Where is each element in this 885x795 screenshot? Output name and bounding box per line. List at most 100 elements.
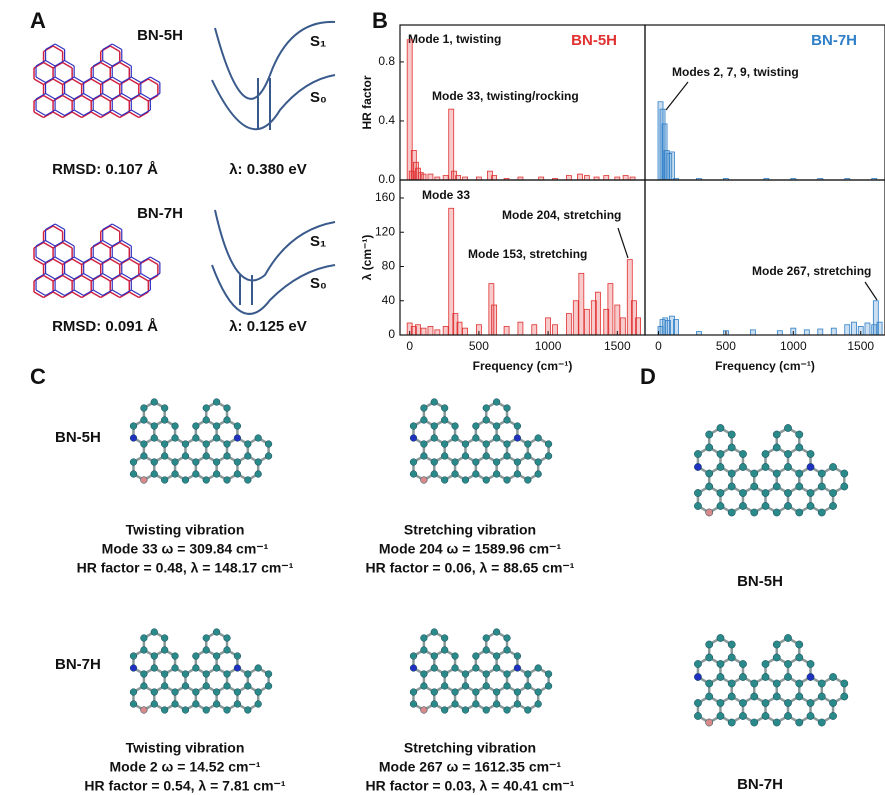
bond — [44, 276, 54, 282]
atom — [739, 502, 746, 509]
bond — [129, 292, 139, 298]
annotation: Mode 204, stretching — [502, 208, 621, 222]
atom — [762, 489, 769, 496]
atom — [151, 665, 158, 672]
atom — [182, 441, 189, 448]
atom — [431, 665, 438, 672]
atom — [514, 459, 521, 466]
atom — [141, 707, 148, 714]
bond — [139, 96, 149, 102]
panel-label: B — [372, 8, 388, 33]
atom — [410, 471, 417, 478]
atom — [739, 489, 746, 496]
atom — [244, 707, 251, 714]
atom — [829, 699, 836, 706]
atom — [784, 660, 791, 667]
atom — [410, 665, 417, 672]
atom — [493, 435, 500, 442]
atom — [431, 423, 438, 430]
x-tick-label: 0 — [406, 339, 413, 353]
atom — [483, 683, 490, 690]
atom — [773, 483, 780, 490]
atom — [493, 665, 500, 672]
atom — [421, 417, 428, 424]
atom — [472, 689, 479, 696]
atom — [130, 471, 137, 478]
atom — [504, 635, 511, 642]
state-label: S₀ — [310, 275, 327, 292]
panel-label: D — [640, 364, 656, 389]
atom — [773, 470, 780, 477]
atom — [807, 450, 814, 457]
atom — [151, 629, 158, 636]
atom — [441, 635, 448, 642]
atom — [483, 707, 490, 714]
bond — [148, 259, 158, 265]
bar — [415, 325, 420, 335]
bond — [63, 276, 73, 282]
atom — [706, 641, 713, 648]
atom — [265, 671, 272, 678]
atom — [829, 463, 836, 470]
atom — [161, 453, 168, 460]
bond — [82, 276, 92, 282]
atom — [244, 671, 251, 678]
atom — [172, 653, 179, 660]
atom — [182, 707, 189, 714]
bar — [421, 174, 426, 180]
atom — [796, 431, 803, 438]
atom — [213, 653, 220, 660]
atom — [410, 435, 417, 442]
bond — [53, 292, 63, 298]
atom — [717, 699, 724, 706]
molecule — [694, 424, 848, 516]
atom — [141, 405, 148, 412]
atom — [255, 459, 262, 466]
atom — [807, 660, 814, 667]
atom — [151, 435, 158, 442]
caption: HR factor = 0.03, λ = 40.41 cm⁻¹ — [366, 778, 575, 794]
atom — [504, 647, 511, 654]
atom — [161, 683, 168, 690]
atom — [192, 665, 199, 672]
atom — [472, 701, 479, 708]
atom — [244, 453, 251, 460]
atom — [172, 701, 179, 708]
atom — [829, 712, 836, 719]
bond — [72, 259, 82, 265]
row-label: BN-7H — [55, 656, 101, 673]
atom — [807, 502, 814, 509]
atom — [717, 502, 724, 509]
atom — [441, 453, 448, 460]
atom — [545, 671, 552, 678]
bar — [804, 330, 809, 335]
atom — [514, 435, 521, 442]
atom — [762, 699, 769, 706]
atom — [762, 502, 769, 509]
bar — [620, 318, 625, 335]
atom — [192, 435, 199, 442]
atom — [151, 471, 158, 478]
bond — [110, 46, 120, 52]
bond — [101, 63, 111, 69]
bond — [72, 292, 82, 298]
atom — [807, 712, 814, 719]
bar — [428, 174, 433, 180]
atom — [151, 423, 158, 430]
atom — [706, 470, 713, 477]
bond — [34, 259, 44, 265]
atom — [421, 477, 428, 484]
bond — [72, 112, 82, 118]
caption: HR factor = 0.54, λ = 7.81 cm⁻¹ — [84, 778, 285, 794]
atom — [739, 673, 746, 680]
bond — [129, 79, 139, 85]
atom — [524, 441, 531, 448]
annotation: Mode 1, twisting — [408, 32, 501, 46]
bond — [53, 259, 63, 265]
bar — [443, 176, 448, 180]
atom — [130, 653, 137, 660]
atom — [213, 459, 220, 466]
atom — [493, 399, 500, 406]
bond — [120, 63, 130, 69]
atom — [182, 683, 189, 690]
